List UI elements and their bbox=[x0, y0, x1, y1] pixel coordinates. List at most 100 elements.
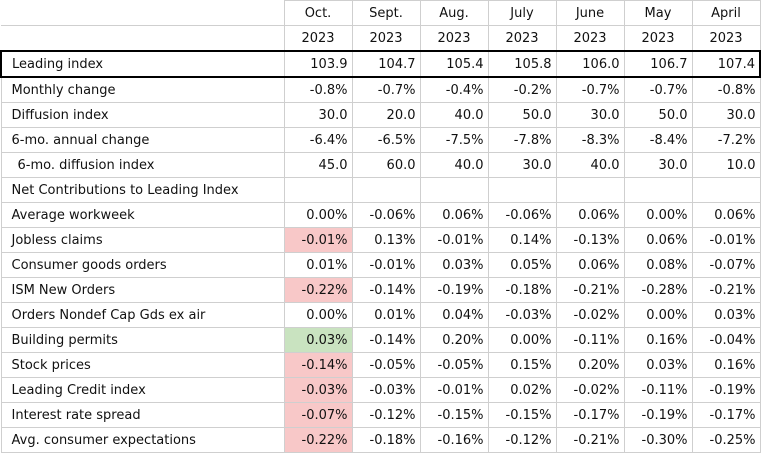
cell: -0.14% bbox=[283, 352, 353, 378]
table-row: Building permits 0.03% -0.14% 0.20% 0.00% -0.… bbox=[0, 327, 761, 353]
header-row: Oct. Sept. Aug. July June May April bbox=[1, 0, 761, 26]
table-row: Interest rate spread -0.07% -0.12% -0.15% -0… bbox=[0, 402, 761, 428]
cell: 105.4 bbox=[419, 50, 489, 78]
cell: 107.4 bbox=[691, 50, 761, 78]
cell: -0.04% bbox=[691, 327, 761, 353]
cell: -0.03% bbox=[487, 302, 557, 328]
column-header: May bbox=[623, 0, 693, 26]
cell: -0.07% bbox=[283, 402, 353, 428]
column-header: Aug. bbox=[419, 0, 489, 26]
cell: -0.15% bbox=[487, 402, 557, 428]
cell: -0.7% bbox=[623, 76, 693, 103]
row-label: Monthly change bbox=[0, 76, 285, 103]
row-label: 6-mo. annual change bbox=[0, 127, 285, 153]
row-label: Interest rate spread bbox=[0, 402, 285, 428]
cell: 45.0 bbox=[283, 152, 353, 178]
cell: 0.20% bbox=[555, 352, 625, 378]
cell: 106.0 bbox=[555, 50, 625, 78]
cell: -0.28% bbox=[623, 277, 693, 303]
cell: -0.17% bbox=[691, 402, 761, 428]
row-label: 6-mo. diffusion index bbox=[0, 152, 285, 178]
cell: -7.5% bbox=[419, 127, 489, 153]
table-row: 6-mo. diffusion index 45.0 60.0 40.0 30.0 40.… bbox=[0, 152, 761, 178]
cell: -7.2% bbox=[691, 127, 761, 153]
cell: -0.22% bbox=[283, 427, 353, 453]
header-row: 2023 2023 2023 2023 2023 2023 2023 bbox=[1, 25, 761, 52]
cell: 50.0 bbox=[487, 102, 557, 128]
table-row: Consumer goods orders 0.01% -0.01% 0.03% 0.0… bbox=[0, 252, 761, 278]
table-row: Leading index 103.9 104.7 105.4 105.8 106.0 10… bbox=[0, 50, 761, 78]
table-row: Jobless claims -0.01% 0.13% -0.01% 0.14% -0.1… bbox=[0, 227, 761, 253]
cell: -0.11% bbox=[555, 327, 625, 353]
column-header: 2023 bbox=[691, 25, 761, 52]
cell: 30.0 bbox=[283, 102, 353, 128]
column-header: 2023 bbox=[487, 25, 557, 52]
column-header: Oct. bbox=[283, 0, 353, 26]
table-row: Stock prices -0.14% -0.05% -0.05% 0.15% 0.20%… bbox=[0, 352, 761, 378]
cell: 0.01% bbox=[283, 252, 353, 278]
row-label: Net Contributions to Leading Index bbox=[0, 177, 285, 203]
cell: -0.2% bbox=[487, 76, 557, 103]
cell: 0.16% bbox=[691, 352, 761, 378]
cell: -0.06% bbox=[487, 202, 557, 228]
cell: 0.15% bbox=[487, 352, 557, 378]
cell: 10.0 bbox=[691, 152, 761, 178]
cell: -0.02% bbox=[555, 302, 625, 328]
cell: -0.7% bbox=[555, 76, 625, 103]
cell: 30.0 bbox=[487, 152, 557, 178]
cell: -0.19% bbox=[419, 277, 489, 303]
cell: 0.06% bbox=[691, 202, 761, 228]
cell: -0.11% bbox=[623, 377, 693, 403]
table-row: Net Contributions to Leading Index bbox=[0, 177, 761, 203]
cell: -0.18% bbox=[487, 277, 557, 303]
cell: 30.0 bbox=[691, 102, 761, 128]
cell: 0.00% bbox=[487, 327, 557, 353]
table-row: Leading Credit index -0.03% -0.03% -0.01% 0.… bbox=[0, 377, 761, 403]
cell: 0.00% bbox=[623, 202, 693, 228]
column-header: June bbox=[555, 0, 625, 26]
cell: -0.8% bbox=[691, 76, 761, 103]
table-row: Diffusion index 30.0 20.0 40.0 50.0 30.0 50.0 3… bbox=[0, 102, 761, 128]
cell: 40.0 bbox=[555, 152, 625, 178]
row-label: Diffusion index bbox=[0, 102, 285, 128]
cell: 0.03% bbox=[283, 327, 353, 353]
cell: -0.02% bbox=[555, 377, 625, 403]
table-row: Orders Nondef Cap Gds ex air 0.00% 0.01% 0.… bbox=[0, 302, 761, 328]
cell: -0.03% bbox=[283, 377, 353, 403]
cell: 0.01% bbox=[351, 302, 421, 328]
cell: 0.04% bbox=[419, 302, 489, 328]
column-header: 2023 bbox=[555, 25, 625, 52]
cell: -0.05% bbox=[419, 352, 489, 378]
column-header: April bbox=[691, 0, 761, 26]
cell: -0.16% bbox=[419, 427, 489, 453]
cell: -0.19% bbox=[623, 402, 693, 428]
cell: -0.07% bbox=[691, 252, 761, 278]
column-header: 2023 bbox=[623, 25, 693, 52]
cell: -0.21% bbox=[691, 277, 761, 303]
cell: 0.06% bbox=[555, 202, 625, 228]
cell: -0.13% bbox=[555, 227, 625, 253]
row-label: ISM New Orders bbox=[0, 277, 285, 303]
cell: 50.0 bbox=[623, 102, 693, 128]
cell: -0.21% bbox=[555, 427, 625, 453]
cell: -0.4% bbox=[419, 76, 489, 103]
cell: -8.4% bbox=[623, 127, 693, 153]
cell: 0.06% bbox=[419, 202, 489, 228]
cell: 0.00% bbox=[283, 302, 353, 328]
cell bbox=[351, 177, 421, 203]
cell: -0.21% bbox=[555, 277, 625, 303]
cell: -0.22% bbox=[283, 277, 353, 303]
cell: -0.01% bbox=[351, 252, 421, 278]
cell: 0.20% bbox=[419, 327, 489, 353]
cell: 103.9 bbox=[283, 50, 353, 78]
cell: 0.06% bbox=[623, 227, 693, 253]
row-label: Consumer goods orders bbox=[0, 252, 285, 278]
cell: 0.14% bbox=[487, 227, 557, 253]
cell: -0.19% bbox=[691, 377, 761, 403]
table-row: Average workweek 0.00% -0.06% 0.06% -0.06% 0.… bbox=[0, 202, 761, 228]
cell: -0.18% bbox=[351, 427, 421, 453]
cell: 104.7 bbox=[351, 50, 421, 78]
cell: -0.01% bbox=[419, 227, 489, 253]
column-header: Sept. bbox=[351, 0, 421, 26]
